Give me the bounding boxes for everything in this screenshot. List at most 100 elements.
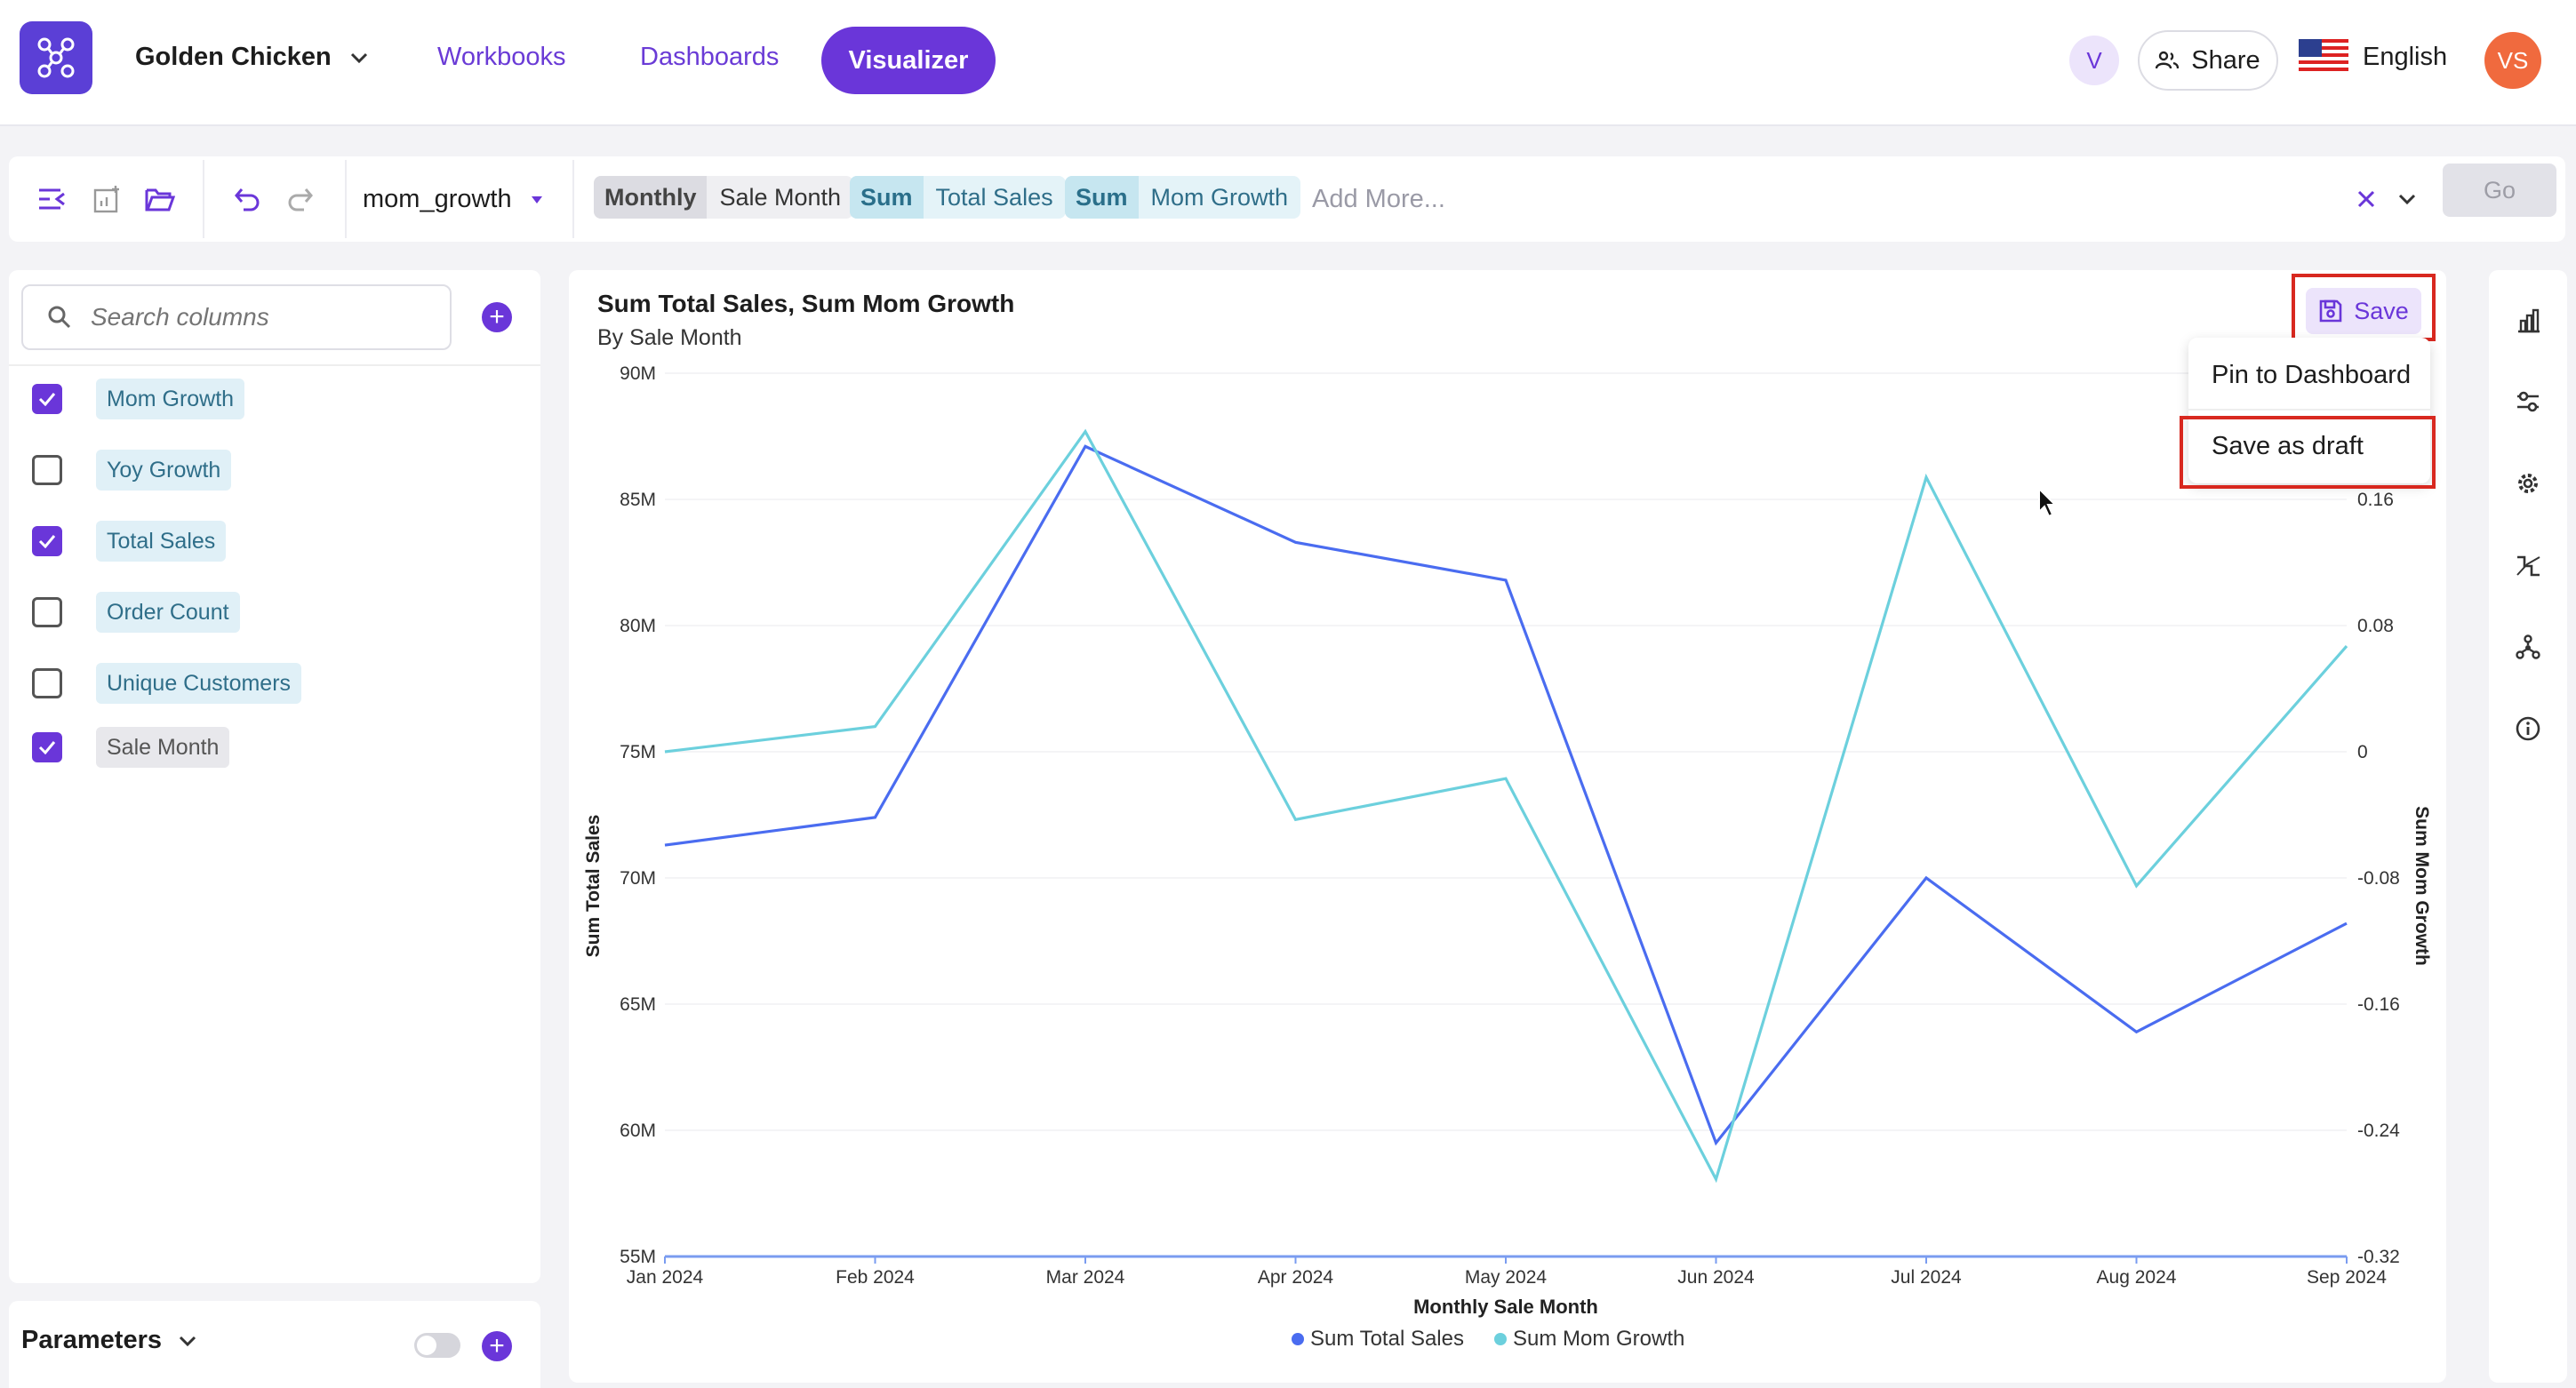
y2-tick-label: -0.16 [2357,994,2400,1015]
add-more-input[interactable]: Add More... [1312,185,1445,213]
y-tick-label: 65M [620,994,656,1015]
column-label: Total Sales [96,521,227,562]
people-icon [2156,51,2180,69]
column-label: Order Count [96,592,240,633]
column-item[interactable]: Yoy Growth [32,450,232,491]
step-chart-icon[interactable] [2514,551,2542,579]
search-icon [48,306,71,329]
chip-key: Monthly [594,176,708,219]
user-avatar-small[interactable]: V [2069,36,2119,85]
filter-sliders-icon[interactable] [2514,387,2542,416]
chip-key: Sum [1065,176,1139,219]
nav-workbooks[interactable]: Workbooks [437,43,566,71]
chart-panel: Sum Total Sales, Sum Mom Growth By Sale … [569,270,2446,1383]
column-item[interactable]: Mom Growth [32,379,245,419]
clear-icon[interactable] [2350,183,2382,215]
floppy-disk-icon [2319,299,2342,323]
language-label: English [2363,42,2448,71]
y2-tick-label: 0.16 [2357,490,2394,510]
new-chart-icon[interactable] [91,183,123,215]
save-label: Save [2354,297,2409,324]
mouse-cursor-icon [2038,487,2058,518]
column-label: Mom Growth [96,379,245,419]
legend-label: Sum Mom Growth [1513,1327,1684,1351]
chip-mom-growth[interactable]: Sum Mom Growth [1065,176,1301,219]
nav-visualizer[interactable]: Visualizer [821,27,996,94]
network-icon[interactable] [2514,633,2542,661]
chip-value: Sale Month [719,183,842,211]
org-name: Golden Chicken [135,43,332,71]
right-rail [2489,270,2567,1383]
menu-item-pin-to-dashboard[interactable]: Pin to Dashboard [2212,360,2412,389]
parameters-toggle[interactable]: Parameters [21,1326,197,1355]
x-tick-label: Mar 2024 [1046,1267,1125,1288]
checkbox-unchecked[interactable] [32,597,62,627]
column-item[interactable]: Total Sales [32,521,227,562]
legend-label: Sum Total Sales [1310,1327,1464,1351]
parameters-panel: Parameters + [9,1301,540,1388]
chip-value: Mom Growth [1150,183,1289,211]
checkbox-checked[interactable] [32,732,62,762]
search-box[interactable] [21,284,452,350]
app-logo-icon[interactable] [20,21,92,94]
chip-total-sales[interactable]: Sum Total Sales [850,176,1066,219]
parameters-switch[interactable] [414,1333,460,1358]
y2-tick-label: -0.08 [2357,868,2400,889]
collapse-panel-icon[interactable] [36,183,68,215]
highlight-box [2180,416,2436,489]
share-label: Share [2191,45,2260,75]
checkbox-checked[interactable] [32,384,62,414]
series-line-total-sales [664,444,2348,1146]
chevron-down-icon[interactable] [2391,183,2423,215]
columns-panel: + Mom Growth Yoy Growth Total Sales Orde… [9,270,540,1283]
open-folder-icon[interactable] [144,183,176,215]
column-item[interactable]: Unique Customers [32,663,302,704]
add-parameter-button[interactable]: + [482,1331,512,1361]
org-switcher[interactable]: Golden Chicken [135,43,369,72]
column-label: Sale Month [96,727,230,768]
save-button[interactable]: Save [2306,288,2421,334]
chip-sale-month[interactable]: Monthly Sale Month [594,176,854,219]
bar-chart-icon[interactable] [2514,306,2542,334]
search-input[interactable] [91,303,428,331]
menu-item-save-as-draft[interactable]: Save as draft [2212,431,2364,460]
y-tick-label: 85M [620,490,656,510]
caret-down-icon [531,195,542,203]
column-item[interactable]: Sale Month [32,727,230,768]
user-avatar[interactable]: VS [2484,32,2541,89]
chip-key: Sum [850,176,924,219]
x-tick-label: Apr 2024 [1258,1267,1334,1288]
x-tick-label: Jul 2024 [1891,1267,1962,1288]
undo-icon[interactable] [231,183,263,215]
x-tick-label: Feb 2024 [836,1267,915,1288]
checkbox-unchecked[interactable] [32,455,62,485]
dataset-name: mom_growth [363,185,512,213]
checkbox-checked[interactable] [32,526,62,556]
x-tick-label: Sep 2024 [2307,1267,2387,1288]
info-icon[interactable] [2514,714,2542,743]
y2-tick-label: -0.24 [2357,1121,2400,1141]
go-button[interactable]: Go [2443,164,2556,217]
dataset-selector[interactable]: mom_growth [363,185,542,214]
save-menu: Pin to Dashboard Save as draft [2188,338,2430,483]
series-line-mom-growth [664,428,2348,1184]
column-label: Unique Customers [96,663,302,704]
checkbox-unchecked[interactable] [32,668,62,698]
nav-dashboards[interactable]: Dashboards [640,43,780,71]
x-axis-title: Monthly Sale Month [1413,1296,1598,1318]
x-tick-label: Jun 2024 [1677,1267,1755,1288]
gear-icon[interactable] [2514,469,2542,498]
parameters-title: Parameters [21,1326,162,1354]
language-selector[interactable]: English [2299,39,2447,75]
x-tick-label: May 2024 [1465,1267,1548,1288]
y2-tick-label: -0.32 [2357,1247,2400,1267]
add-column-button[interactable]: + [482,302,512,332]
y2-axis-title: Sum Mom Growth [2412,806,2432,966]
y-tick-label: 60M [620,1121,656,1141]
column-item[interactable]: Order Count [32,592,240,633]
redo-icon[interactable] [284,183,316,215]
column-label: Yoy Growth [96,450,232,491]
y-axis-title: Sum Total Sales [583,815,604,958]
y-tick-label: 55M [620,1247,656,1267]
share-button[interactable]: Share [2138,30,2278,91]
